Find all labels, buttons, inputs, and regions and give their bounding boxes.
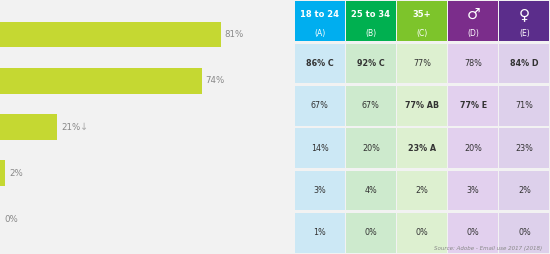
FancyBboxPatch shape bbox=[397, 86, 447, 126]
FancyBboxPatch shape bbox=[346, 44, 396, 83]
Text: 25 to 34: 25 to 34 bbox=[351, 10, 390, 19]
Bar bbox=[0, 68, 201, 93]
Text: 77% AB: 77% AB bbox=[405, 101, 439, 110]
FancyBboxPatch shape bbox=[346, 86, 396, 126]
Text: 20%: 20% bbox=[362, 144, 380, 153]
FancyBboxPatch shape bbox=[448, 213, 498, 253]
Text: 3%: 3% bbox=[467, 186, 480, 195]
FancyBboxPatch shape bbox=[295, 1, 345, 41]
FancyBboxPatch shape bbox=[448, 128, 498, 168]
FancyBboxPatch shape bbox=[346, 213, 396, 253]
Text: 92% C: 92% C bbox=[357, 59, 385, 68]
FancyBboxPatch shape bbox=[295, 213, 345, 253]
FancyBboxPatch shape bbox=[397, 213, 447, 253]
FancyBboxPatch shape bbox=[448, 1, 498, 41]
FancyBboxPatch shape bbox=[295, 128, 345, 168]
Text: (E): (E) bbox=[519, 28, 530, 38]
Text: 2%: 2% bbox=[9, 169, 23, 178]
Text: 14%: 14% bbox=[311, 144, 329, 153]
Bar bbox=[0, 161, 6, 186]
Text: 35+: 35+ bbox=[413, 10, 431, 19]
FancyBboxPatch shape bbox=[499, 86, 549, 126]
FancyBboxPatch shape bbox=[295, 44, 345, 83]
Text: Source: Adobe - Email use 2017 (2018): Source: Adobe - Email use 2017 (2018) bbox=[433, 246, 542, 251]
FancyBboxPatch shape bbox=[499, 171, 549, 210]
FancyBboxPatch shape bbox=[397, 1, 447, 41]
FancyBboxPatch shape bbox=[397, 44, 447, 83]
FancyBboxPatch shape bbox=[397, 171, 447, 210]
Bar bbox=[0, 114, 57, 140]
Text: 77% E: 77% E bbox=[460, 101, 487, 110]
Text: 23% A: 23% A bbox=[408, 144, 436, 153]
Text: (D): (D) bbox=[468, 28, 479, 38]
Text: 18 to 24: 18 to 24 bbox=[300, 10, 339, 19]
FancyBboxPatch shape bbox=[448, 44, 498, 83]
FancyBboxPatch shape bbox=[397, 128, 447, 168]
Text: 67%: 67% bbox=[311, 101, 329, 110]
Text: (A): (A) bbox=[314, 28, 326, 38]
Text: 0%: 0% bbox=[467, 228, 480, 237]
Text: 71%: 71% bbox=[515, 101, 534, 110]
FancyBboxPatch shape bbox=[295, 171, 345, 210]
Text: 0%: 0% bbox=[365, 228, 377, 237]
FancyBboxPatch shape bbox=[346, 128, 396, 168]
Text: 20%: 20% bbox=[464, 144, 482, 153]
Text: 4%: 4% bbox=[365, 186, 377, 195]
Text: 2%: 2% bbox=[518, 186, 531, 195]
Text: 81%: 81% bbox=[225, 30, 244, 39]
FancyBboxPatch shape bbox=[448, 171, 498, 210]
Text: (B): (B) bbox=[365, 28, 377, 38]
Text: 0%: 0% bbox=[416, 228, 428, 237]
Text: 1%: 1% bbox=[314, 228, 326, 237]
Text: ↓: ↓ bbox=[80, 122, 89, 132]
FancyBboxPatch shape bbox=[295, 86, 345, 126]
Text: 23%: 23% bbox=[515, 144, 534, 153]
Text: 74%: 74% bbox=[206, 76, 225, 85]
Text: 86% C: 86% C bbox=[306, 59, 334, 68]
Text: 0%: 0% bbox=[4, 215, 18, 224]
Text: 21%: 21% bbox=[61, 122, 80, 132]
Bar bbox=[0, 22, 221, 47]
Text: 0%: 0% bbox=[518, 228, 531, 237]
FancyBboxPatch shape bbox=[499, 128, 549, 168]
FancyBboxPatch shape bbox=[448, 86, 498, 126]
Text: 67%: 67% bbox=[362, 101, 380, 110]
Text: 84% D: 84% D bbox=[510, 59, 538, 68]
Text: 78%: 78% bbox=[464, 59, 482, 68]
Text: 77%: 77% bbox=[413, 59, 431, 68]
Text: ♂: ♂ bbox=[466, 7, 480, 22]
FancyBboxPatch shape bbox=[499, 213, 549, 253]
Text: 3%: 3% bbox=[314, 186, 326, 195]
FancyBboxPatch shape bbox=[499, 44, 549, 83]
FancyBboxPatch shape bbox=[346, 171, 396, 210]
FancyBboxPatch shape bbox=[499, 1, 549, 41]
Text: ♀: ♀ bbox=[519, 7, 530, 22]
Text: 2%: 2% bbox=[416, 186, 428, 195]
Text: (C): (C) bbox=[416, 28, 428, 38]
FancyBboxPatch shape bbox=[346, 1, 396, 41]
